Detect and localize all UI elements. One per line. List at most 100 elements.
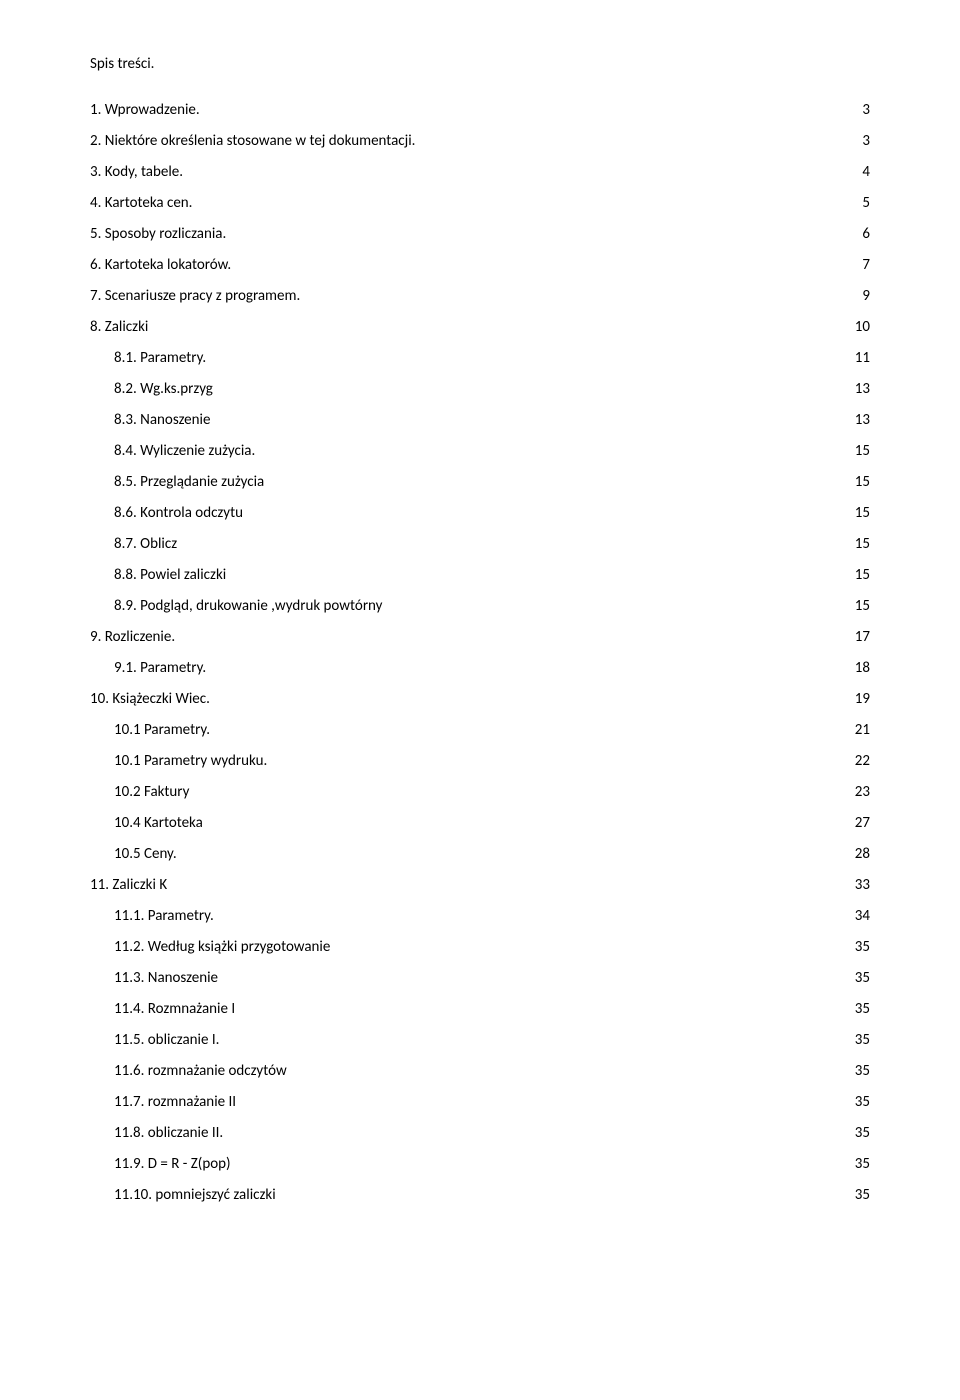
- toc-entry[interactable]: 11.1. Parametry. 34: [90, 907, 870, 925]
- toc-entry-label: 3. Kody, tabele.: [90, 163, 183, 181]
- toc-entry-label: 11.8. obliczanie II.: [114, 1124, 223, 1142]
- toc-entry-label: 4. Kartoteka cen.: [90, 194, 192, 212]
- toc-entry-page: 22: [853, 752, 870, 770]
- toc-entry[interactable]: 6. Kartoteka lokatorów.7: [90, 256, 870, 274]
- toc-entry-page: 33: [853, 876, 870, 894]
- toc-entry[interactable]: 1. Wprowadzenie.3: [90, 101, 870, 119]
- toc-entry-label: 8.9. Podgląd, drukowanie ,wydruk powtórn…: [114, 597, 382, 615]
- toc-entry[interactable]: 8.1. Parametry. 11: [90, 349, 870, 367]
- toc-entry-page: 21: [853, 721, 870, 739]
- toc-entry-page: 35: [853, 1124, 870, 1142]
- toc-entry-page: 15: [853, 597, 870, 615]
- toc-entry[interactable]: 10.1 Parametry wydruku.22: [90, 752, 870, 770]
- toc-entry[interactable]: 9. Rozliczenie. 17: [90, 628, 870, 646]
- toc-entry-label: 5. Sposoby rozliczania.: [90, 225, 226, 243]
- toc-entry-label: 7. Scenariusze pracy z programem.: [90, 287, 300, 305]
- toc-entry[interactable]: 2. Niektóre określenia stosowane w tej d…: [90, 132, 870, 150]
- toc-entry[interactable]: 11.6. rozmnażanie odczytów 35: [90, 1062, 870, 1080]
- toc-entry-page: 18: [853, 659, 870, 677]
- toc-entry-label: 8.7. Oblicz: [114, 535, 177, 553]
- toc-entry-label: 8.6. Kontrola odczytu: [114, 504, 243, 522]
- toc-entry-page: 15: [853, 442, 870, 460]
- toc-entry-label: 11.9. D = R - Z(pop): [114, 1155, 231, 1173]
- toc-entry-page: 35: [853, 1031, 870, 1049]
- toc-entry[interactable]: 11.5. obliczanie I. 35: [90, 1031, 870, 1049]
- toc-entry[interactable]: 8.4. Wyliczenie zużycia. 15: [90, 442, 870, 460]
- toc-entry-page: 35: [853, 969, 870, 987]
- toc-entry[interactable]: 8.6. Kontrola odczytu15: [90, 504, 870, 522]
- toc-entry-page: 35: [853, 1186, 870, 1204]
- toc-entry[interactable]: 11. Zaliczki K 33: [90, 876, 870, 894]
- toc-entry-page: 23: [853, 783, 870, 801]
- toc-entry[interactable]: 7. Scenariusze pracy z programem. 9: [90, 287, 870, 305]
- toc-entry[interactable]: 8.2. Wg.ks.przyg 13: [90, 380, 870, 398]
- toc-entry-page: 13: [853, 411, 870, 429]
- toc-entry-page: 35: [853, 1093, 870, 1111]
- toc-entry-label: 8.8. Powiel zaliczki: [114, 566, 226, 584]
- toc-entry-page: 17: [853, 628, 870, 646]
- toc-entry-label: 8.2. Wg.ks.przyg: [114, 380, 213, 398]
- toc-entry[interactable]: 8.5. Przeglądanie zużycia15: [90, 473, 870, 491]
- toc-entry-page: 34: [853, 907, 870, 925]
- toc-entry-page: 5: [860, 194, 870, 212]
- toc-entry-label: 11.5. obliczanie I.: [114, 1031, 219, 1049]
- toc-entry-page: 35: [853, 1000, 870, 1018]
- toc-entry[interactable]: 9.1. Parametry. 18: [90, 659, 870, 677]
- toc-entry-label: 10.1 Parametry.: [114, 721, 210, 739]
- toc-entry-label: 11.6. rozmnażanie odczytów: [114, 1062, 287, 1080]
- toc-entry[interactable]: 8.7. Oblicz 15: [90, 535, 870, 553]
- toc-entry-page: 4: [860, 163, 870, 181]
- toc-entry[interactable]: 10. Książeczki Wiec.19: [90, 690, 870, 708]
- toc-entry-label: 9.1. Parametry.: [114, 659, 206, 677]
- toc-entry[interactable]: 8.3. Nanoszenie 13: [90, 411, 870, 429]
- toc-entry-label: 8.4. Wyliczenie zużycia.: [114, 442, 255, 460]
- toc-entry[interactable]: 4. Kartoteka cen. 5: [90, 194, 870, 212]
- toc-entry-page: 35: [853, 938, 870, 956]
- toc-entry[interactable]: 3. Kody, tabele. 4: [90, 163, 870, 181]
- toc-entry[interactable]: 8.9. Podgląd, drukowanie ,wydruk powtórn…: [90, 597, 870, 615]
- toc-entry[interactable]: 5. Sposoby rozliczania. 6: [90, 225, 870, 243]
- toc-entry[interactable]: 8.8. Powiel zaliczki 15: [90, 566, 870, 584]
- toc-entry-page: 15: [853, 566, 870, 584]
- toc-entry-page: 7: [860, 256, 870, 274]
- toc-entry-label: 10.4 Kartoteka: [114, 814, 203, 832]
- toc-entry-label: 11.2. Według książki przygotowanie: [114, 938, 330, 956]
- toc-entry[interactable]: 10.5 Ceny.28: [90, 845, 870, 863]
- toc-entry-page: 9: [860, 287, 870, 305]
- toc-entry-label: 8.1. Parametry.: [114, 349, 206, 367]
- toc-entry-label: 8. Zaliczki: [90, 318, 148, 336]
- toc-entry-label: 10.5 Ceny.: [114, 845, 177, 863]
- toc-entry-page: 27: [853, 814, 870, 832]
- toc-entry[interactable]: 10.4 Kartoteka 27: [90, 814, 870, 832]
- toc-entry-page: 35: [853, 1155, 870, 1173]
- toc-entry[interactable]: 11.10. pomniejszyć zaliczki 35: [90, 1186, 870, 1204]
- toc-entry-page: 10: [853, 318, 870, 336]
- toc-entry-label: 8.5. Przeglądanie zużycia: [114, 473, 264, 491]
- toc-entry[interactable]: 10.2 Faktury 23: [90, 783, 870, 801]
- toc-entry-page: 19: [853, 690, 870, 708]
- toc-entry-page: 35: [853, 1062, 870, 1080]
- toc-entry-label: 9. Rozliczenie.: [90, 628, 175, 646]
- toc-entry-label: 11.1. Parametry.: [114, 907, 214, 925]
- toc-entry-label: 11. Zaliczki K: [90, 876, 167, 894]
- toc-entry-page: 15: [853, 535, 870, 553]
- toc-entry-label: 11.10. pomniejszyć zaliczki: [114, 1186, 276, 1204]
- toc-entry-label: 2. Niektóre określenia stosowane w tej d…: [90, 132, 415, 150]
- toc-entry[interactable]: 11.2. Według książki przygotowanie 35: [90, 938, 870, 956]
- toc-entry[interactable]: 11.7. rozmnażanie II35: [90, 1093, 870, 1111]
- toc-entry[interactable]: 11.9. D = R - Z(pop) 35: [90, 1155, 870, 1173]
- toc-entry[interactable]: 11.3. Nanoszenie 35: [90, 969, 870, 987]
- toc-entry[interactable]: 11.8. obliczanie II. 35: [90, 1124, 870, 1142]
- toc-entry-page: 6: [860, 225, 870, 243]
- toc-entry-page: 13: [853, 380, 870, 398]
- toc-title: Spis treści.: [90, 55, 870, 73]
- toc-entry[interactable]: 8. Zaliczki 10: [90, 318, 870, 336]
- toc-entry[interactable]: 11.4. Rozmnażanie I35: [90, 1000, 870, 1018]
- toc-entry-label: 11.3. Nanoszenie: [114, 969, 218, 987]
- toc-entry-label: 10.2 Faktury: [114, 783, 189, 801]
- toc-list: 1. Wprowadzenie.3 2. Niektóre określenia …: [90, 101, 870, 1204]
- toc-entry-label: 1. Wprowadzenie.: [90, 101, 200, 119]
- toc-entry-page: 11: [853, 349, 870, 367]
- toc-entry[interactable]: 10.1 Parametry. 21: [90, 721, 870, 739]
- toc-entry-label: 8.3. Nanoszenie: [114, 411, 210, 429]
